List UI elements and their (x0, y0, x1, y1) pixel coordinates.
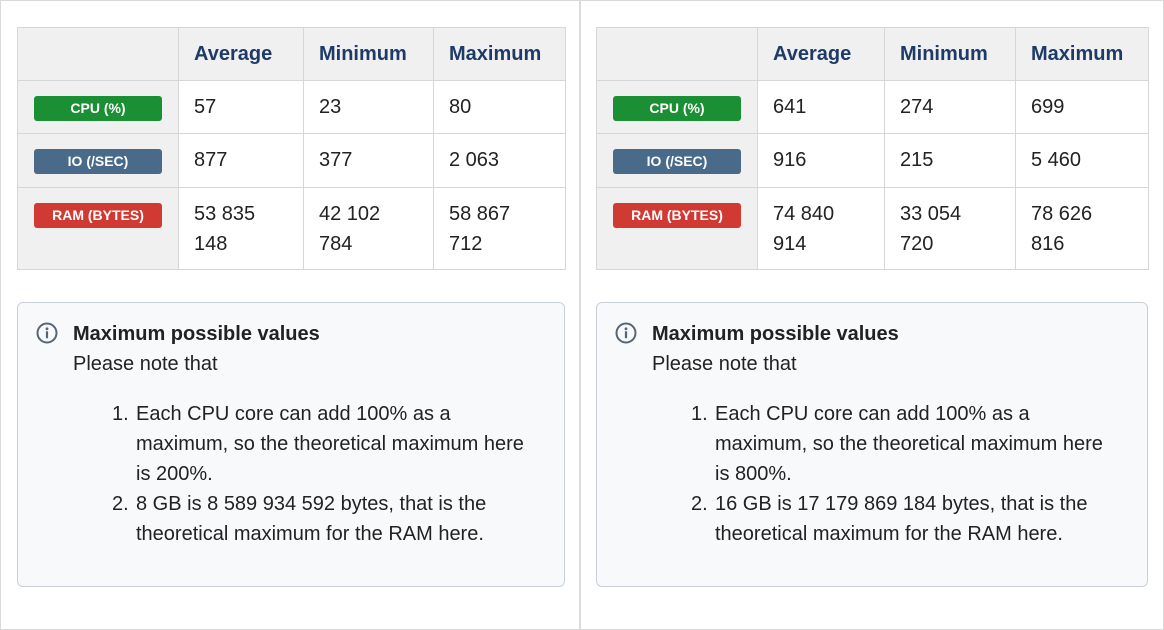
table-header-row: Average Minimum Maximum (17, 27, 566, 81)
value-line: 784 (319, 233, 353, 255)
header-average: Average (757, 27, 885, 81)
list-line: Each CPU core can add 100% as a (136, 403, 451, 425)
info-circle-icon (36, 322, 58, 344)
list-number: 1. (691, 403, 708, 425)
table-header-row: Average Minimum Maximum (596, 27, 1149, 81)
header-maximum: Maximum (1015, 27, 1149, 81)
io-minimum-value: 377 (303, 133, 434, 188)
io-badge: IO (/SEC) (34, 149, 162, 174)
header-minimum: Minimum (303, 27, 434, 81)
callout-title: Maximum possible values (73, 323, 320, 345)
value-line: 58 867 (449, 203, 511, 225)
ram-average-value: 74 840 914 (757, 187, 885, 270)
list-line: maximum, so the theoretical maximum here (136, 433, 524, 455)
ram-average-value: 53 835 148 (178, 187, 304, 270)
list-number: 2. (112, 493, 129, 515)
value-line: 42 102 (319, 203, 381, 225)
header-minimum: Minimum (884, 27, 1016, 81)
callout-intro: Please note that (73, 353, 218, 375)
table-row-ram: RAM (BYTES) 53 835 148 42 102 784 58 867… (17, 187, 566, 270)
table-row-cpu: CPU (%) 57 23 80 (17, 80, 566, 134)
list-item: 2. 8 GB is 8 589 934 592 bytes, that is … (112, 489, 556, 549)
list-line: 8 GB is 8 589 934 592 bytes, that is the (136, 493, 487, 515)
cpu-maximum-value: 699 (1015, 80, 1149, 134)
row-label-cell: CPU (%) (17, 80, 179, 134)
io-average-value: 877 (178, 133, 304, 188)
ram-maximum-value: 58 867 712 (433, 187, 566, 270)
callout-list: 1. Each CPU core can add 100% as a maxim… (112, 399, 556, 549)
row-label-cell: CPU (%) (596, 80, 758, 134)
cpu-average-value: 641 (757, 80, 885, 134)
ram-minimum-value: 42 102 784 (303, 187, 434, 270)
table-row-cpu: CPU (%) 641 274 699 (596, 80, 1149, 134)
callout-intro: Please note that (652, 353, 797, 375)
value-line: 74 840 (773, 203, 835, 225)
io-maximum-value: 2 063 (433, 133, 566, 188)
callout-title: Maximum possible values (652, 323, 899, 345)
header-maximum: Maximum (433, 27, 566, 81)
value-line: 914 (773, 233, 807, 255)
value-line: 712 (449, 233, 483, 255)
list-line: is 200%. (136, 463, 213, 485)
cpu-badge: CPU (%) (34, 96, 162, 121)
ram-badge: RAM (BYTES) (613, 203, 741, 228)
ram-badge: RAM (BYTES) (34, 203, 162, 228)
value-line: 78 626 (1031, 203, 1093, 225)
list-item: 1. Each CPU core can add 100% as a maxim… (112, 399, 556, 489)
value-line: 53 835 (194, 203, 256, 225)
list-line: maximum, so the theoretical maximum here (715, 433, 1103, 455)
callout-list: 1. Each CPU core can add 100% as a maxim… (691, 399, 1135, 549)
io-average-value: 916 (757, 133, 885, 188)
list-line: Each CPU core can add 100% as a (715, 403, 1030, 425)
header-blank-cell (17, 27, 179, 81)
table-row-io: IO (/SEC) 877 377 2 063 (17, 133, 566, 188)
header-average: Average (178, 27, 304, 81)
list-line: theoretical maximum for the RAM here. (136, 523, 484, 545)
table-row-ram: RAM (BYTES) 74 840 914 33 054 720 78 626… (596, 187, 1149, 270)
row-label-cell: IO (/SEC) (17, 133, 179, 188)
list-item: 2. 16 GB is 17 179 869 184 bytes, that i… (691, 489, 1135, 549)
io-badge: IO (/SEC) (613, 149, 741, 174)
value-line: 720 (900, 233, 934, 255)
list-line: is 800%. (715, 463, 792, 485)
row-label-cell: RAM (BYTES) (17, 187, 179, 270)
cpu-badge: CPU (%) (613, 96, 741, 121)
cpu-average-value: 57 (178, 80, 304, 134)
cpu-minimum-value: 274 (884, 80, 1016, 134)
value-line: 148 (194, 233, 228, 255)
table-row-io: IO (/SEC) 916 215 5 460 (596, 133, 1149, 188)
cpu-minimum-value: 23 (303, 80, 434, 134)
panel-left: Average Minimum Maximum CPU (%) 57 23 80… (1, 1, 581, 629)
panel-right: Average Minimum Maximum CPU (%) 641 274 … (581, 1, 1161, 629)
list-line: theoretical maximum for the RAM here. (715, 523, 1063, 545)
cpu-maximum-value: 80 (433, 80, 566, 134)
value-line: 816 (1031, 233, 1065, 255)
row-label-cell: RAM (BYTES) (596, 187, 758, 270)
row-label-cell: IO (/SEC) (596, 133, 758, 188)
ram-maximum-value: 78 626 816 (1015, 187, 1149, 270)
header-blank-cell (596, 27, 758, 81)
io-maximum-value: 5 460 (1015, 133, 1149, 188)
metrics-table: Average Minimum Maximum CPU (%) 57 23 80… (17, 27, 566, 270)
list-item: 1. Each CPU core can add 100% as a maxim… (691, 399, 1135, 489)
value-line: 33 054 (900, 203, 962, 225)
info-callout: Maximum possible values Please note that… (17, 302, 565, 587)
metrics-table: Average Minimum Maximum CPU (%) 641 274 … (596, 27, 1149, 270)
ram-minimum-value: 33 054 720 (884, 187, 1016, 270)
info-callout: Maximum possible values Please note that… (596, 302, 1148, 587)
info-circle-icon (615, 322, 637, 344)
io-minimum-value: 215 (884, 133, 1016, 188)
list-number: 1. (112, 403, 129, 425)
list-number: 2. (691, 493, 708, 515)
list-line: 16 GB is 17 179 869 184 bytes, that is t… (715, 493, 1088, 515)
